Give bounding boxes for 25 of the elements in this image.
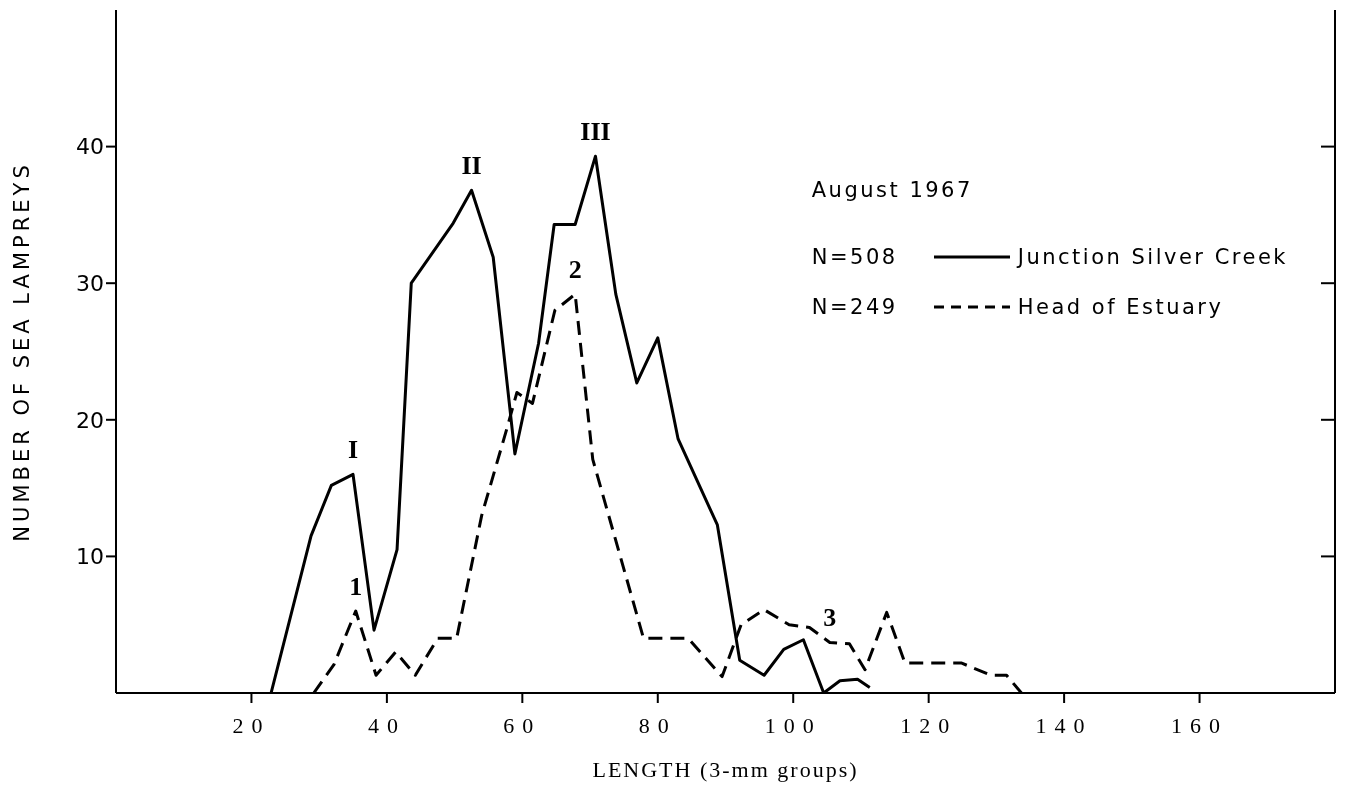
y-tick-label: 40 bbox=[76, 134, 104, 160]
annotation: 1 bbox=[349, 572, 363, 602]
annotation: N=249 bbox=[811, 295, 899, 319]
y-tick-label: 30 bbox=[76, 271, 104, 297]
legend-label: Junction Silver Creek bbox=[1017, 245, 1288, 269]
x-tick-label: 100 bbox=[764, 712, 822, 738]
legend-label: Head of Estuary bbox=[1017, 295, 1224, 319]
annotation: II bbox=[461, 151, 482, 181]
y-axis-title: NUMBER OF SEA LAMPREYS bbox=[10, 161, 35, 542]
annotation: I bbox=[347, 435, 359, 465]
x-tick-label: 60 bbox=[503, 712, 542, 738]
x-tick-label: 120 bbox=[900, 712, 958, 738]
x-tick-label: 20 bbox=[232, 712, 271, 738]
annotation: N=508 bbox=[811, 245, 899, 269]
annotation: III bbox=[580, 117, 611, 147]
x-tick-label: 80 bbox=[638, 712, 677, 738]
x-tick-label: 40 bbox=[367, 712, 406, 738]
x-tick-label: 140 bbox=[1035, 712, 1093, 738]
y-tick-label: 10 bbox=[76, 544, 104, 570]
x-tick-label: 160 bbox=[1171, 712, 1229, 738]
annotation: 2 bbox=[568, 255, 582, 285]
annotation: 3 bbox=[823, 603, 837, 633]
legend-title: August 1967 bbox=[811, 178, 974, 202]
x-axis-title: LENGTH (3-mm groups) bbox=[592, 757, 859, 782]
y-tick-label: 20 bbox=[76, 407, 104, 433]
